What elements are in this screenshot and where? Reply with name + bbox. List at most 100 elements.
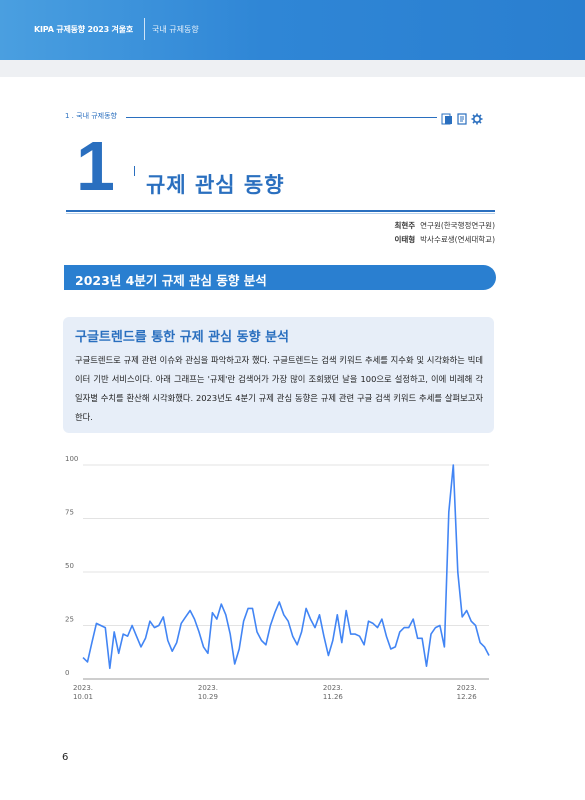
data-point <box>154 627 156 629</box>
author-role: 연구원(한국행정연구원) <box>420 221 495 230</box>
data-point <box>461 616 463 618</box>
section-heading-bar: 2023년 4분기 규제 관심 동향 분석 <box>64 265 496 290</box>
data-point <box>332 640 334 642</box>
data-point <box>194 618 196 620</box>
series-line <box>82 464 490 670</box>
data-point <box>87 661 89 663</box>
data-point <box>417 638 419 640</box>
y-tick-label: 25 <box>65 616 74 624</box>
author-name: 최현주 <box>394 221 416 230</box>
data-point <box>127 635 129 637</box>
data-point <box>412 618 414 620</box>
data-point <box>475 625 477 627</box>
info-box-body: 구글트렌드로 규제 관련 이슈와 관심을 파악하고자 했다. 구글트렌드는 검색… <box>75 355 483 422</box>
section-name: 국내 규제동향 <box>152 25 199 34</box>
data-point <box>381 618 383 620</box>
section-rule <box>126 117 437 118</box>
data-point <box>100 625 102 627</box>
data-point <box>377 627 379 629</box>
data-point <box>238 648 240 650</box>
data-point <box>189 610 191 612</box>
data-point <box>305 608 307 610</box>
data-point <box>301 631 303 633</box>
data-point <box>252 608 254 610</box>
data-point <box>207 653 209 655</box>
author-1: 최현주 연구원(한국행정연구원) <box>394 220 495 231</box>
data-point <box>243 620 245 622</box>
x-tick-label: 2023. <box>323 684 343 692</box>
y-tick-label: 100 <box>65 455 78 463</box>
data-point <box>109 668 111 670</box>
data-point <box>363 644 365 646</box>
data-point <box>453 464 455 466</box>
data-point <box>171 650 173 652</box>
y-tick-label: 50 <box>65 562 74 570</box>
chapter-number: 1 <box>76 127 115 205</box>
data-point <box>435 627 437 629</box>
data-point <box>484 646 486 648</box>
data-point <box>408 627 410 629</box>
data-point <box>323 635 325 637</box>
data-point <box>105 627 107 629</box>
data-point <box>292 635 294 637</box>
x-tick-label: 2023. <box>198 684 218 692</box>
x-tick-label: 11.26 <box>323 693 344 701</box>
data-point <box>136 635 138 637</box>
section-label: 1 . 국내 규제동향 <box>65 112 117 120</box>
data-point <box>82 657 84 659</box>
section-icons <box>441 110 483 125</box>
data-point <box>118 653 120 655</box>
data-point <box>439 625 441 627</box>
trend-chart: 0 25 50 75 100 2023. 10.01 2023. 10.29 2023. 11.26… <box>63 455 496 710</box>
data-point <box>229 633 231 635</box>
document-icon <box>441 110 453 125</box>
data-point <box>399 631 401 633</box>
journal-title: KIPA 규제동향 2023 겨울호 <box>34 25 134 34</box>
data-point <box>212 612 214 614</box>
data-point <box>310 618 312 620</box>
data-point <box>457 571 459 573</box>
data-point <box>296 644 298 646</box>
data-point <box>386 635 388 637</box>
data-point <box>470 620 472 622</box>
data-point <box>372 623 374 625</box>
data-point <box>198 631 200 633</box>
data-point <box>350 633 352 635</box>
y-tick-label: 0 <box>65 669 69 677</box>
top-banner: KIPA 규제동향 2023 겨울호 국내 규제동향 <box>0 0 585 60</box>
gear-icon <box>471 110 483 125</box>
data-point <box>225 614 227 616</box>
data-point <box>314 627 316 629</box>
data-point <box>368 620 370 622</box>
x-tick-label: 2023. <box>457 684 477 692</box>
data-point <box>122 633 124 635</box>
trend-chart-svg: 02550751002023.10.012023.10.292023.11.26… <box>65 455 490 701</box>
info-box-title: 구글트렌드를 통한 규제 관심 동향 분석 <box>75 330 289 345</box>
data-point <box>163 616 165 618</box>
header-divider <box>144 18 145 40</box>
x-tick-label: 10.01 <box>73 693 93 701</box>
data-point <box>234 663 236 665</box>
data-point <box>328 655 330 657</box>
x-tick-label: 10.29 <box>198 693 218 701</box>
y-tick-label: 75 <box>65 509 74 517</box>
title-rule-light <box>66 213 495 214</box>
data-point <box>274 612 276 614</box>
title-tick <box>134 166 135 176</box>
author-name: 이태형 <box>394 235 416 244</box>
data-point <box>430 633 432 635</box>
author-2: 이태형 박사수료생(연세대학교) <box>394 234 495 245</box>
chapter-title: 규제 관심 동향 <box>146 173 285 197</box>
data-point <box>341 642 343 644</box>
section-heading: 2023년 4분기 규제 관심 동향 분석 <box>75 273 267 288</box>
data-point <box>113 631 115 633</box>
data-point <box>158 625 160 627</box>
data-point <box>149 620 151 622</box>
data-point <box>390 648 392 650</box>
data-point <box>466 610 468 612</box>
x-tick-label: 12.26 <box>457 693 478 701</box>
data-point <box>319 614 321 616</box>
data-point <box>180 623 182 625</box>
info-box: 구글트렌드를 통한 규제 관심 동향 분석 구글트렌드로 규제 관련 이슈와 관… <box>63 317 494 433</box>
data-point <box>426 665 428 667</box>
